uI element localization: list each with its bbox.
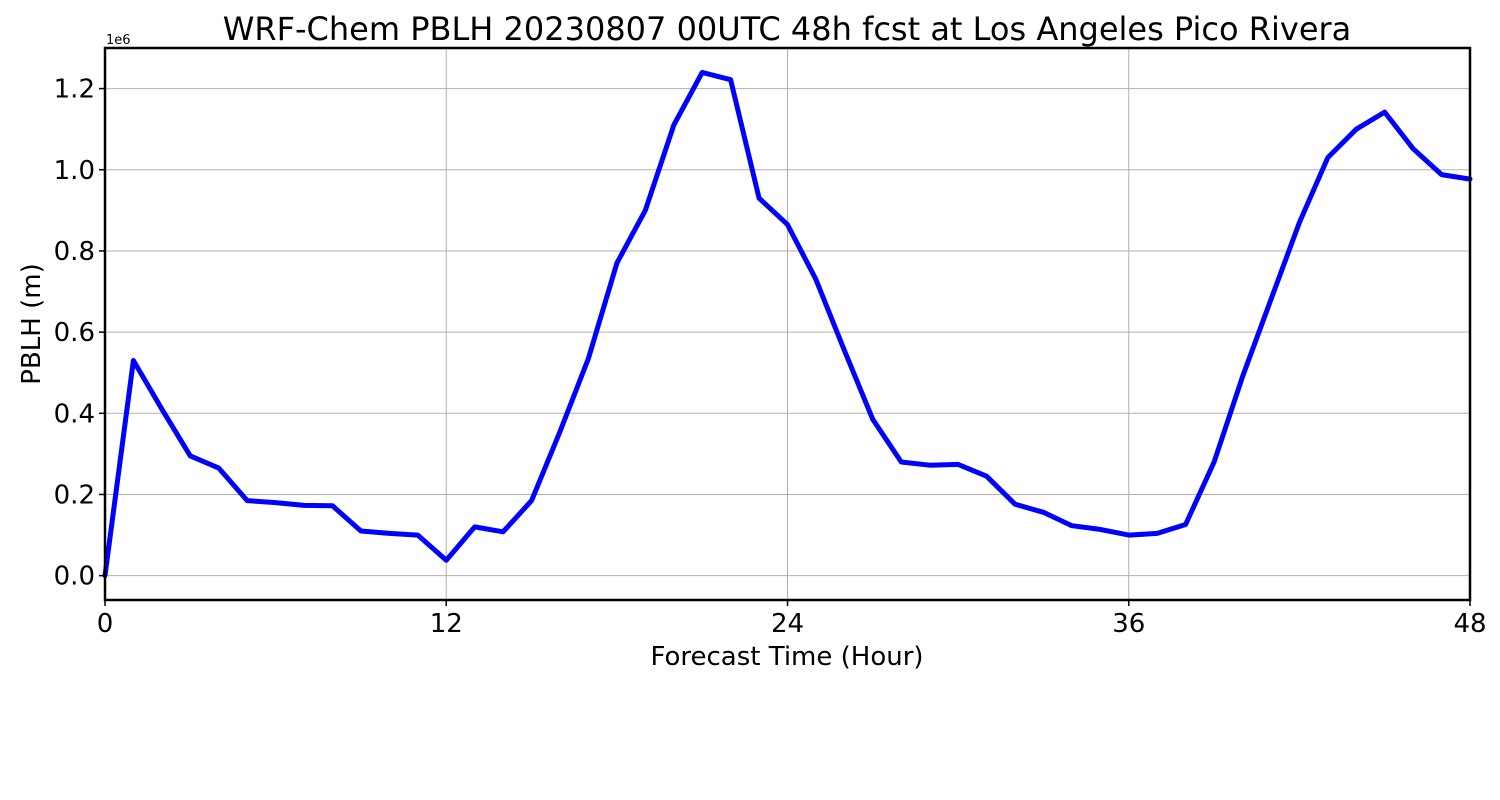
x-tick-label: 0 <box>97 609 114 639</box>
chart-title: WRF-Chem PBLH 20230807 00UTC 48h fcst at… <box>223 10 1352 48</box>
y-tick-label: 0.4 <box>54 399 95 429</box>
x-axis-ticks: 0 12 24 36 48 <box>97 600 1487 639</box>
x-tick-label: 48 <box>1453 609 1486 639</box>
y-axis-label: PBLH (m) <box>17 263 47 384</box>
y-axis-offset-label: 1e6 <box>106 33 131 48</box>
pblh-series-line <box>102 69 1473 579</box>
y-tick-label: 1.0 <box>54 156 95 186</box>
series-layer <box>102 69 1473 579</box>
y-tick-label: 0.0 <box>54 562 95 592</box>
x-tick-label: 24 <box>771 609 804 639</box>
y-axis-ticks: 0.0 0.2 0.4 0.6 0.8 1.0 1.2 <box>54 75 105 592</box>
x-axis-label: Forecast Time (Hour) <box>650 642 923 672</box>
x-tick-label: 36 <box>1112 609 1145 639</box>
y-tick-label: 0.6 <box>54 318 95 348</box>
y-tick-label: 1.2 <box>54 75 95 105</box>
grid-lines <box>104 48 1471 600</box>
y-tick-label: 0.8 <box>54 237 95 267</box>
y-tick-label: 0.2 <box>54 480 95 510</box>
x-tick-label: 12 <box>430 609 463 639</box>
